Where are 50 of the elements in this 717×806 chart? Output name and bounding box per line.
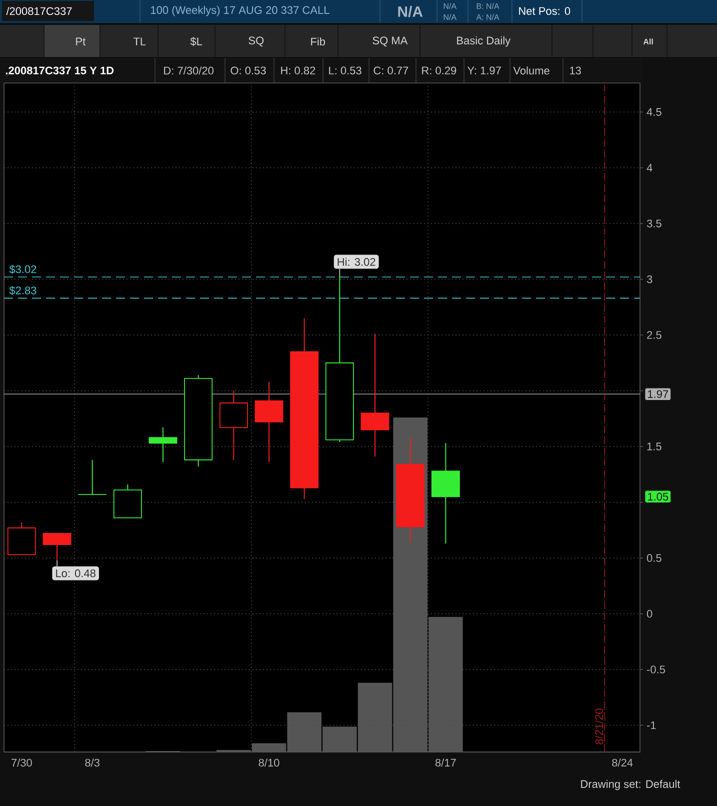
ref-line-label: $3.02 <box>9 264 36 274</box>
y-tick-label: 4.5 <box>646 108 662 116</box>
annotation: Lo: 0.48 <box>56 569 96 578</box>
y-tick-label: 0.5 <box>646 554 662 562</box>
text: H: 0.82 <box>281 66 316 74</box>
text: B: N/A <box>476 3 500 9</box>
text: Drawing set: Default <box>581 780 680 790</box>
text: N/A <box>444 3 457 9</box>
text: 100 (Weeklys) 17 AUG 20 337 CALL <box>151 6 330 16</box>
text: N/A <box>444 14 457 20</box>
text: Pt <box>76 38 86 46</box>
text: SQ MA <box>372 36 408 46</box>
text: Y: 1.97 <box>467 66 501 74</box>
text: Basic Daily <box>457 36 511 47</box>
x-tick-label: 8/24 <box>612 758 633 767</box>
y-tick-label: 2.5 <box>647 331 662 339</box>
ref-line-label: 1.97 <box>648 390 668 398</box>
y-tick-label: 3 <box>646 275 652 284</box>
x-tick-label: 8/10 <box>258 758 280 767</box>
y-tick-label: 4 <box>646 164 652 172</box>
x-tick-label: 8/3 <box>85 758 100 767</box>
text: Fib <box>311 37 326 46</box>
y-tick-label: 1.5 <box>647 442 662 450</box>
text: /200817C337 <box>6 6 72 16</box>
ref-line-label: $2.83 <box>9 286 36 295</box>
text: N/A <box>398 6 423 18</box>
text: Net Pos: 0 <box>519 7 570 15</box>
annotation: Hi: 3.02 <box>338 258 376 266</box>
text: $L <box>190 37 202 46</box>
candlestick <box>78 459 107 495</box>
text: D: 7/30/20 <box>164 66 214 75</box>
text: All <box>643 38 653 44</box>
text: TL <box>133 38 146 46</box>
text: O: 0.53 <box>230 66 266 74</box>
text: A: N/A <box>476 14 500 20</box>
y-tick-label: -1 <box>647 721 656 730</box>
chart-title: .200817C337 15 Y 1D <box>6 66 114 74</box>
text: 1.05 <box>648 492 668 501</box>
text: R: 0.29 <box>422 66 456 74</box>
x-tick-label: 7/30 <box>12 758 32 767</box>
text: Volume <box>513 66 550 75</box>
text: L: 0.53 <box>329 66 362 74</box>
text: SQ <box>248 36 264 46</box>
y-tick-label: -0.5 <box>647 666 666 674</box>
text: 13 <box>570 66 581 74</box>
annotation: 8/21/20 <box>594 708 603 744</box>
y-tick-label: 0 <box>646 610 652 618</box>
x-tick-label: 8/17 <box>435 758 456 767</box>
text: C: 0.77 <box>374 66 408 74</box>
y-tick-label: 3.5 <box>646 220 662 228</box>
